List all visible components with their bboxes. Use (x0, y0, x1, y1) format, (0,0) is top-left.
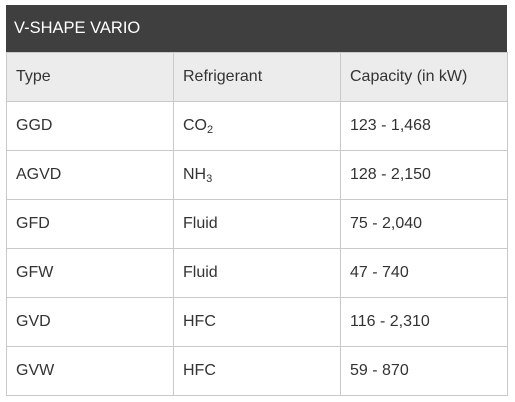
cell-type: GGD (6, 101, 174, 151)
cell-refrigerant: HFC (173, 346, 341, 396)
cell-capacity: 75 - 2,040 (340, 199, 508, 249)
table-row: GVW HFC 59 - 870 (6, 346, 508, 396)
cell-type: AGVD (6, 150, 174, 200)
refrigerant-base: CO (183, 117, 207, 134)
cell-capacity: 47 - 740 (340, 248, 508, 298)
cell-refrigerant: Fluid (173, 199, 341, 249)
cell-capacity: 59 - 870 (340, 346, 508, 396)
header-refrigerant: Refrigerant (173, 52, 341, 102)
table-row: AGVD NH3 128 - 2,150 (6, 150, 508, 200)
table-row: GGD CO2 123 - 1,468 (6, 101, 508, 151)
header-row: Type Refrigerant Capacity (in kW) (6, 52, 508, 102)
cell-capacity: 128 - 2,150 (340, 150, 508, 200)
table-row: GFW Fluid 47 - 740 (6, 248, 508, 298)
refrigerant-table-container: V-SHAPE VARIO Type Refrigerant Capacity … (6, 5, 508, 396)
cell-capacity: 123 - 1,468 (340, 101, 508, 151)
cell-refrigerant: CO2 (173, 101, 341, 151)
refrigerant-base: Fluid (183, 215, 218, 232)
table-title: V-SHAPE VARIO (6, 5, 507, 52)
header-type: Type (6, 52, 174, 102)
cell-refrigerant: NH3 (173, 150, 341, 200)
header-capacity: Capacity (in kW) (340, 52, 508, 102)
cell-refrigerant: HFC (173, 297, 341, 347)
refrigerant-base: Fluid (183, 264, 218, 281)
cell-refrigerant: Fluid (173, 248, 341, 298)
cell-capacity: 116 - 2,310 (340, 297, 508, 347)
refrigerant-base: HFC (183, 362, 216, 379)
refrigerant-base: NH (183, 166, 207, 183)
refrigerant-base: HFC (183, 313, 216, 330)
cell-type: GVW (6, 346, 174, 396)
cell-type: GFD (6, 199, 174, 249)
table-row: GVD HFC 116 - 2,310 (6, 297, 508, 347)
cell-type: GFW (6, 248, 174, 298)
refrigerant-subscript: 3 (206, 173, 213, 185)
refrigerant-subscript: 2 (207, 124, 214, 136)
cell-type: GVD (6, 297, 174, 347)
product-table: Type Refrigerant Capacity (in kW) GGD CO… (6, 52, 508, 396)
table-row: GFD Fluid 75 - 2,040 (6, 199, 508, 249)
